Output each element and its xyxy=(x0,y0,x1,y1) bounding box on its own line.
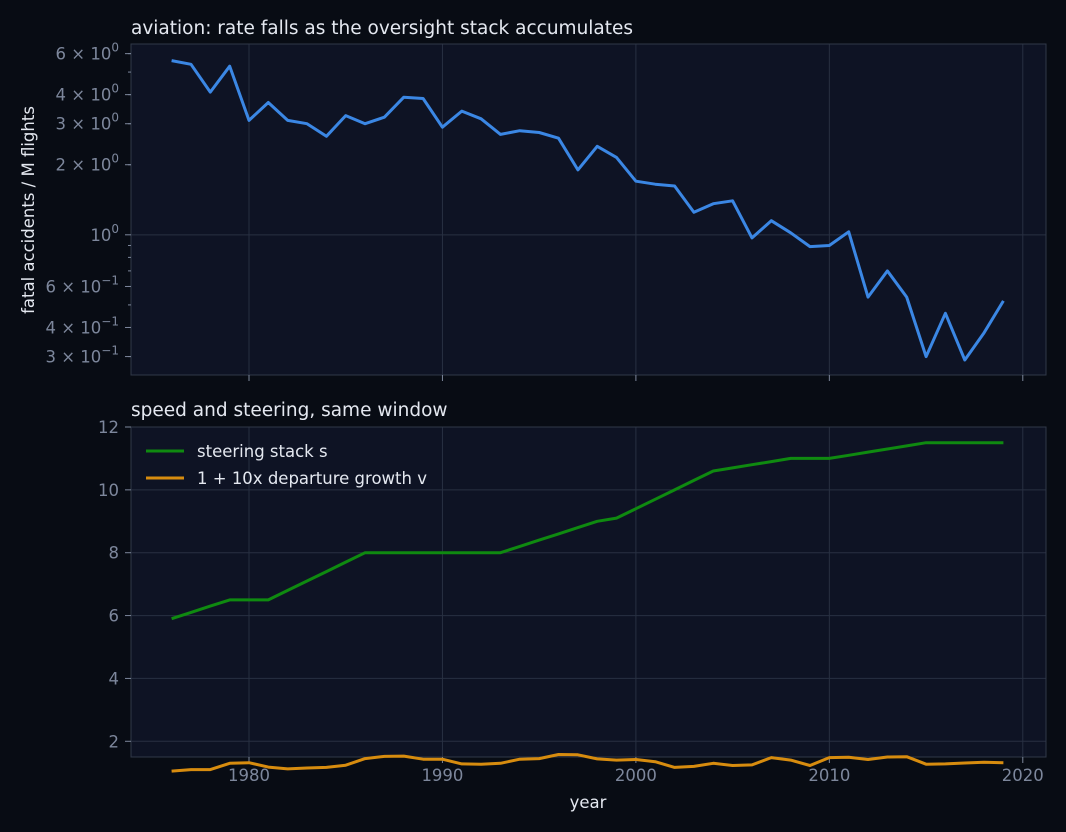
speed-steering-legend: steering stack s 1 + 10x departure growt… xyxy=(146,442,427,488)
y-tick-label: 8 xyxy=(109,544,120,563)
x-tick-label: 2000 xyxy=(615,766,657,785)
y-tick-base: 6 × 10 xyxy=(45,277,101,296)
y-tick-label: 6 xyxy=(109,607,120,626)
steering-series-line xyxy=(171,441,1004,621)
rate-chart-series xyxy=(171,59,1005,362)
x-tick-label: 1980 xyxy=(228,766,270,785)
rate-chart-axes xyxy=(130,43,1047,376)
y-tick-exponent: 0 xyxy=(111,82,119,96)
rate-chart-plot-area xyxy=(131,44,1046,375)
speed-steering-x-axis-label: year xyxy=(570,793,607,812)
y-tick-base: 4 × 10 xyxy=(45,318,101,337)
y-tick-exponent: 0 xyxy=(111,222,119,236)
y-tick-exponent: −1 xyxy=(101,273,119,287)
rate-series-line xyxy=(171,59,1005,362)
y-tick-base: 2 × 10 xyxy=(56,156,112,175)
y-tick-exponent: −1 xyxy=(101,344,119,358)
y-tick-label: 4 × 100 xyxy=(56,82,119,105)
rate-chart-grid xyxy=(131,44,1046,375)
y-tick-label: 4 xyxy=(109,669,120,688)
x-tick-label: 2010 xyxy=(808,766,850,785)
legend-label-steering: steering stack s xyxy=(197,442,328,461)
y-tick-label: 12 xyxy=(98,418,119,437)
speed-steering-chart: 2 4 6 8 10 12 1980 1990 2000 2010 2020 speed and … xyxy=(98,400,1047,812)
y-tick-base: 3 × 10 xyxy=(45,348,101,367)
y-tick-label: 10 xyxy=(98,481,119,500)
speed-steering-chart-title: speed and steering, same window xyxy=(131,400,448,421)
axes-frame xyxy=(130,43,1047,376)
y-tick-label: 100 xyxy=(90,222,119,245)
y-tick-exponent: −1 xyxy=(101,314,119,328)
y-tick-label: 4 × 10−1 xyxy=(45,314,119,337)
legend-label-growth: 1 + 10x departure growth v xyxy=(197,469,427,488)
y-tick-exponent: 0 xyxy=(111,41,119,55)
x-tick-label: 1990 xyxy=(421,766,463,785)
y-tick-label: 6 × 10−1 xyxy=(45,273,119,296)
speed-steering-series xyxy=(171,441,1004,773)
speed-steering-y-ticks: 2 4 6 8 10 12 xyxy=(98,418,131,751)
y-tick-label: 3 × 100 xyxy=(56,111,119,134)
rate-chart-title: aviation: rate falls as the oversight st… xyxy=(131,18,633,39)
y-tick-base: 4 × 10 xyxy=(56,86,112,105)
rate-chart-x-ticks xyxy=(248,375,1024,381)
y-tick-label: 6 × 100 xyxy=(56,41,119,64)
rate-chart-y-axis-label: fatal accidents / M flights xyxy=(19,106,38,314)
y-tick-exponent: 0 xyxy=(111,111,119,125)
y-tick-base: 3 × 10 xyxy=(56,115,112,134)
growth-series-line xyxy=(171,753,1004,773)
y-tick-label: 3 × 10−1 xyxy=(45,344,119,367)
speed-steering-x-ticks: 1980 1990 2000 2010 2020 xyxy=(228,757,1044,785)
y-tick-label: 2 × 100 xyxy=(56,152,119,175)
y-tick-base: 6 × 10 xyxy=(56,45,112,64)
y-tick-base: 10 xyxy=(90,226,111,245)
y-tick-label: 2 xyxy=(109,732,120,751)
y-tick-exponent: 0 xyxy=(111,152,119,166)
x-tick-label: 2020 xyxy=(1002,766,1044,785)
